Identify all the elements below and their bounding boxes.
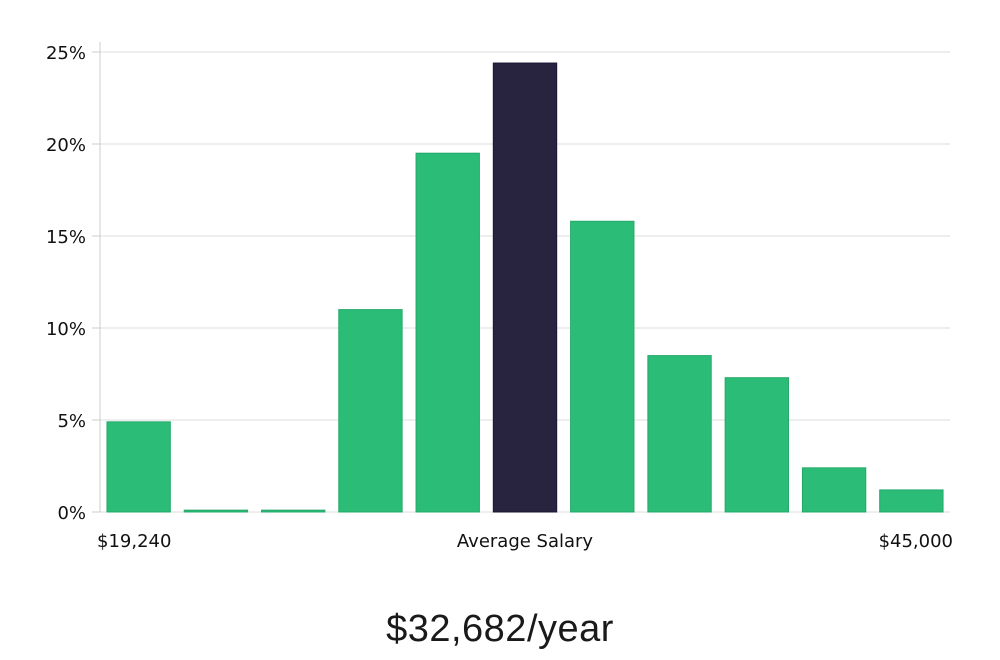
bar [801,467,867,513]
x-axis-label: Average Salary [457,531,594,552]
bar [261,509,326,513]
chart-canvas: 0% 5% 10% 15% 20% 25% $19,240 Average Salary $45… [46,42,953,552]
bar [879,489,944,513]
bar [415,152,480,513]
salary-histogram: 0% 5% 10% 15% 20% 25% $19,240 Average Salary $45… [46,42,953,552]
y-tick-label: 5% [57,411,86,432]
x-max-label: $45,000 [879,531,953,552]
y-tick-label: 0% [57,503,86,524]
x-min-label: $19,240 [97,531,171,552]
y-tick-label: 15% [46,227,86,248]
bar [338,309,403,513]
average-salary-value: $32,682/year [386,608,614,650]
bar [724,377,789,513]
y-tick-label: 25% [46,43,86,64]
bar-highlighted [492,62,558,513]
y-tick-label: 20% [46,135,86,156]
y-tick-label: 10% [46,319,86,340]
bar [647,355,712,513]
bar [183,509,249,513]
bar [106,421,171,513]
bar [570,220,635,513]
